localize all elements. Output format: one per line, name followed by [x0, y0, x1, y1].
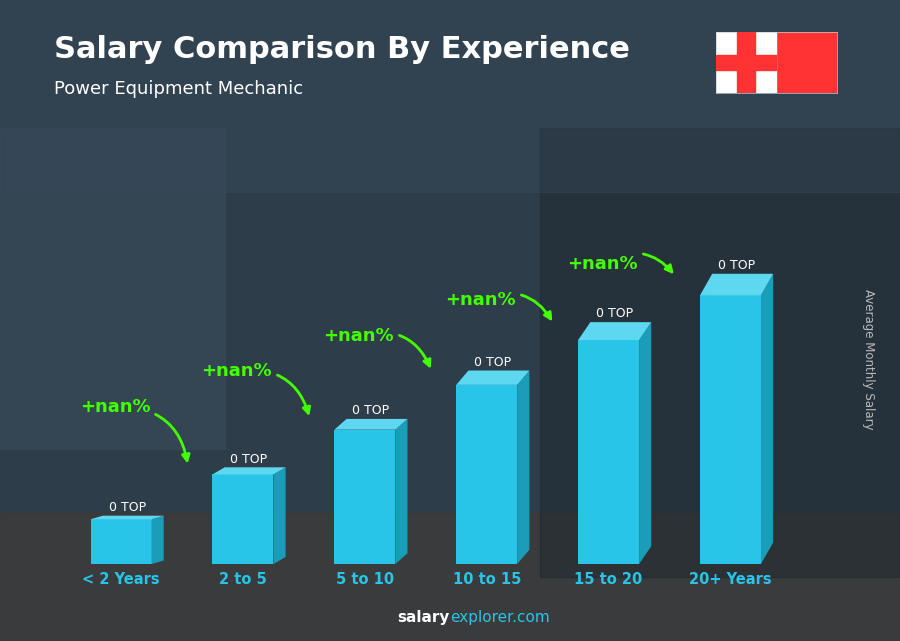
Polygon shape [456, 385, 518, 564]
Polygon shape [518, 370, 529, 564]
Polygon shape [578, 322, 652, 340]
Text: explorer.com: explorer.com [450, 610, 550, 625]
Text: Average Monthly Salary: Average Monthly Salary [862, 288, 875, 429]
Bar [0, 0, 900, 192]
Text: Salary Comparison By Experience: Salary Comparison By Experience [54, 35, 630, 64]
Bar [716, 32, 776, 93]
Polygon shape [700, 296, 761, 564]
Text: +nan%: +nan% [323, 327, 430, 366]
Polygon shape [274, 467, 285, 564]
Text: 0 TOP: 0 TOP [474, 356, 511, 369]
Bar [716, 55, 776, 70]
Text: 0 TOP: 0 TOP [596, 308, 634, 320]
Text: Power Equipment Mechanic: Power Equipment Mechanic [54, 80, 303, 98]
Polygon shape [212, 467, 285, 474]
Text: 0 TOP: 0 TOP [230, 453, 267, 465]
Polygon shape [334, 419, 408, 429]
Polygon shape [761, 274, 773, 564]
Text: +nan%: +nan% [202, 362, 310, 413]
Text: 0 TOP: 0 TOP [718, 259, 755, 272]
Text: +nan%: +nan% [446, 291, 551, 319]
Polygon shape [578, 340, 639, 564]
Polygon shape [456, 370, 529, 385]
Polygon shape [395, 419, 408, 564]
Bar [0, 128, 225, 449]
Text: +nan%: +nan% [567, 254, 672, 273]
Text: salary: salary [398, 610, 450, 625]
Polygon shape [151, 516, 164, 564]
Polygon shape [91, 519, 151, 564]
Bar [737, 32, 755, 93]
Polygon shape [212, 474, 274, 564]
Polygon shape [700, 274, 773, 296]
Polygon shape [334, 429, 395, 564]
Polygon shape [639, 322, 652, 564]
Bar [0, 513, 900, 641]
Text: 0 TOP: 0 TOP [109, 501, 146, 514]
Text: +nan%: +nan% [79, 398, 189, 461]
Bar [540, 128, 900, 577]
Text: 0 TOP: 0 TOP [353, 404, 390, 417]
Polygon shape [91, 516, 164, 519]
